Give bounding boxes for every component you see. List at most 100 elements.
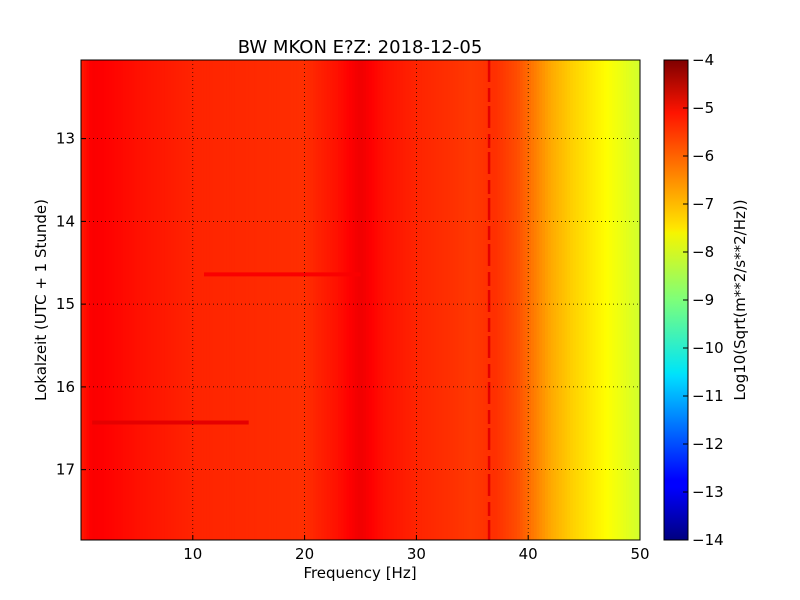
heatmap-cell <box>103 60 107 540</box>
heatmap-cell <box>279 60 283 540</box>
heatmap-cell <box>380 60 384 540</box>
heatmap-cell <box>299 60 303 540</box>
x-axis-label: Frequency [Hz] <box>303 564 416 582</box>
heatmap-cell <box>556 60 560 540</box>
heatmap-cell <box>97 60 101 540</box>
heatmap-cell <box>514 60 518 540</box>
heatmap-cell <box>265 60 269 540</box>
heatmap-cell <box>595 60 599 540</box>
heatmap-cell <box>159 60 163 540</box>
heatmap-cell <box>114 60 118 540</box>
heatmap-cell <box>500 60 504 540</box>
heatmap-cell <box>245 60 250 540</box>
heatmap-cell <box>575 60 579 540</box>
heatmap-cell <box>497 60 501 540</box>
x-tick-label: 40 <box>519 545 538 563</box>
heatmap-cell <box>503 60 507 540</box>
heatmap-cell <box>452 60 456 540</box>
heatmap-cell <box>173 60 177 540</box>
heatmap-cell <box>433 60 437 540</box>
heatmap-cell <box>148 60 152 540</box>
heatmap-cell <box>466 60 470 540</box>
heatmap-cell <box>614 60 619 540</box>
heatmap-cell <box>212 60 216 540</box>
heatmap-cell <box>542 60 546 540</box>
heatmap-cell <box>461 60 465 540</box>
heatmap-cell <box>338 60 342 540</box>
heatmap-cell <box>626 60 630 540</box>
heatmap-cell <box>128 60 132 540</box>
heatmap-cell <box>525 60 529 540</box>
heatmap-cell <box>455 60 459 540</box>
heatmap-cell <box>511 60 515 540</box>
plot-frame <box>80 59 641 541</box>
heatmap-cell <box>131 60 135 540</box>
heatmap-cell <box>134 60 138 540</box>
heatmap-cell <box>271 60 275 540</box>
heatmap-cell <box>307 60 311 540</box>
heatmap-cell <box>198 60 202 540</box>
y-tick-label: 13 <box>56 130 75 148</box>
heatmap-cell <box>248 60 252 540</box>
heatmap-cell <box>178 60 183 540</box>
heatmap-cell <box>578 60 582 540</box>
heatmap-cell <box>100 60 104 540</box>
heatmap-cell <box>335 60 339 540</box>
heatmap-cell <box>405 60 409 540</box>
heatmap-cell <box>231 60 236 540</box>
heatmap-cell <box>617 60 621 540</box>
heatmap-cell <box>477 60 482 540</box>
heatmap-cell <box>402 60 406 540</box>
heatmap-cell <box>329 60 333 540</box>
heatmap-cell <box>150 60 155 540</box>
y-tick-label: 15 <box>56 295 75 313</box>
heatmap-cell <box>544 60 549 540</box>
heatmap-cell <box>427 60 431 540</box>
heatmap-cell <box>385 60 389 540</box>
heatmap-cell <box>111 60 115 540</box>
heatmap-cell <box>340 60 345 540</box>
heatmap-cell <box>203 60 208 540</box>
heatmap-cell <box>108 60 113 540</box>
heatmap-cell <box>458 60 462 540</box>
heatmap-cell <box>413 60 417 540</box>
heatmap-cell <box>206 60 210 540</box>
heatmap-cell <box>531 60 535 540</box>
heatmap-cell <box>187 60 191 540</box>
x-tick-label: 30 <box>407 545 426 563</box>
heatmap-cell <box>416 60 420 540</box>
heatmap-cell <box>94 60 99 540</box>
heatmap-cell <box>181 60 185 540</box>
heatmap-cell <box>262 60 266 540</box>
heatmap-cell <box>480 60 484 540</box>
heatmap-cell <box>259 60 264 540</box>
heatmap-cell <box>447 60 451 540</box>
heatmap-cell <box>301 60 306 540</box>
spectrogram-plot-area <box>81 60 640 540</box>
heatmap-cell <box>553 60 557 540</box>
x-tick-label: 10 <box>183 545 202 563</box>
heatmap-cell <box>229 60 233 540</box>
x-axis-ticks: 10 20 30 40 50 <box>183 535 650 563</box>
heatmap-cell <box>623 60 627 540</box>
heatmap-cell <box>290 60 294 540</box>
heatmap-cell <box>567 60 571 540</box>
heatmap-cell <box>533 60 537 540</box>
heatmap-cell <box>321 60 325 540</box>
heatmap-cell <box>475 60 479 540</box>
heatmap-cell <box>139 60 143 540</box>
heatmap-cell <box>170 60 174 540</box>
heatmap-cell <box>570 60 574 540</box>
heatmap-cell <box>153 60 157 540</box>
heatmap-cell <box>310 60 314 540</box>
heatmap-cell <box>209 60 213 540</box>
heatmap-cell <box>550 60 554 540</box>
colorbar-tick-label: −7 <box>692 195 714 213</box>
heatmap-cell <box>363 60 367 540</box>
heatmap-cell <box>399 60 403 540</box>
heatmap-cell <box>394 60 398 540</box>
heatmap-cell <box>136 60 141 540</box>
heatmap-cell <box>254 60 258 540</box>
heatmap-cell <box>586 60 591 540</box>
